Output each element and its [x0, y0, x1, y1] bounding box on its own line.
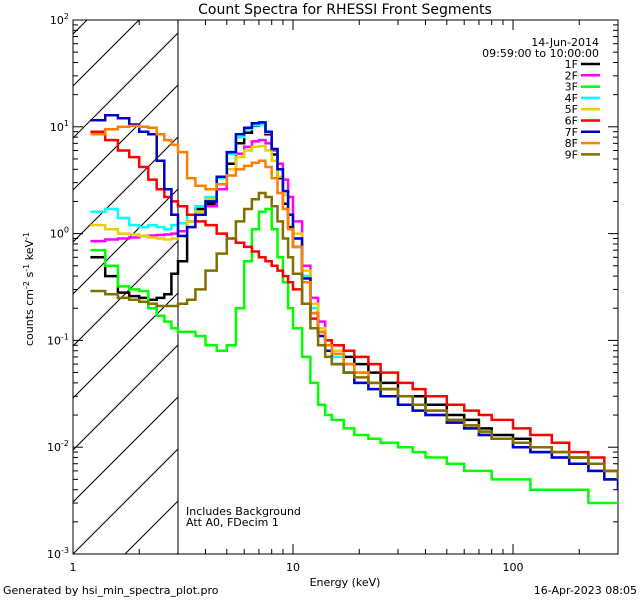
- y-axis-label-sup3: -1: [22, 232, 31, 240]
- legend-label: 4F: [565, 92, 578, 105]
- x-tick-label: 100: [503, 561, 524, 574]
- legend-label: 1F: [565, 58, 578, 71]
- hatch-line: [73, 136, 178, 243]
- y-axis-label: counts cm-2 s-1 keV-1: [22, 232, 36, 346]
- series-line-1F: [90, 121, 618, 480]
- hatch-line: [333, 20, 640, 554]
- x-axis-label: Energy (keV): [310, 576, 381, 589]
- hatch-line: [73, 344, 178, 451]
- y-tick-label: 10-2: [47, 439, 69, 454]
- attenuated-region-hatch: [73, 20, 640, 554]
- legend-label: 5F: [565, 103, 578, 116]
- y-axis-label-sup1: -2: [22, 281, 31, 289]
- series-line-8F: [90, 124, 618, 480]
- x-tick-label: 1: [70, 561, 77, 574]
- axes: 1 10 100 10-3 10-2 10-1 100 101 102: [47, 12, 619, 574]
- y-tick-label: 102: [50, 12, 69, 27]
- footer-timestamp: 16-Apr-2023 08:05: [534, 584, 637, 597]
- y-tick-label: 100: [50, 226, 69, 241]
- plot-frame: [72, 19, 619, 555]
- hatch-line: [73, 20, 88, 35]
- y-tick-label: 101: [50, 119, 69, 134]
- hatch-line: [73, 84, 178, 191]
- y-axis-label-mid1: s: [23, 271, 36, 280]
- legend-label: 6F: [565, 115, 578, 128]
- hatch-line: [73, 396, 178, 503]
- hatch-line: [124, 500, 178, 554]
- y-tick-label: 10-3: [47, 546, 69, 561]
- hatch-line: [593, 20, 640, 554]
- legend-label: 2F: [565, 69, 578, 82]
- footer-generated-by: Generated by hsi_min_spectra_plot.pro: [3, 584, 219, 597]
- legend-label: 8F: [565, 137, 578, 150]
- hatch-line: [385, 20, 640, 554]
- legend-label: 7F: [565, 126, 578, 139]
- hatch-line: [73, 188, 178, 295]
- chart-title: Count Spectra for RHESSI Front Segments: [198, 2, 492, 18]
- hatch-line: [229, 20, 640, 554]
- hatch-line: [437, 20, 640, 554]
- y-tick-label: 10-1: [47, 332, 69, 347]
- hatch-line: [541, 20, 640, 554]
- series-lines: [90, 114, 618, 505]
- hatch-line: [73, 32, 178, 139]
- y-axis-label-base: counts cm: [23, 289, 36, 346]
- date-label: 14-Jun-2014: [531, 36, 599, 49]
- hatch-line: [73, 292, 178, 399]
- legend-label: 3F: [565, 81, 578, 94]
- series-line-3F: [90, 207, 618, 505]
- time-range-label: 09:59:00 to 10:00:00: [482, 47, 599, 60]
- series-line-9F: [90, 191, 618, 480]
- y-axis-label-sup2: -1: [22, 264, 31, 272]
- x-tick-label: 10: [286, 561, 300, 574]
- hatch-line: [73, 448, 178, 554]
- note-background: Includes Background: [186, 505, 301, 518]
- legend-label: 9F: [565, 148, 578, 161]
- y-axis-label-mid2: keV: [23, 240, 36, 264]
- note-attenuator: Att A0, FDecim 1: [186, 516, 279, 529]
- hatch-line: [73, 240, 178, 347]
- hatch-line: [281, 20, 640, 554]
- series-line-7F: [90, 114, 618, 490]
